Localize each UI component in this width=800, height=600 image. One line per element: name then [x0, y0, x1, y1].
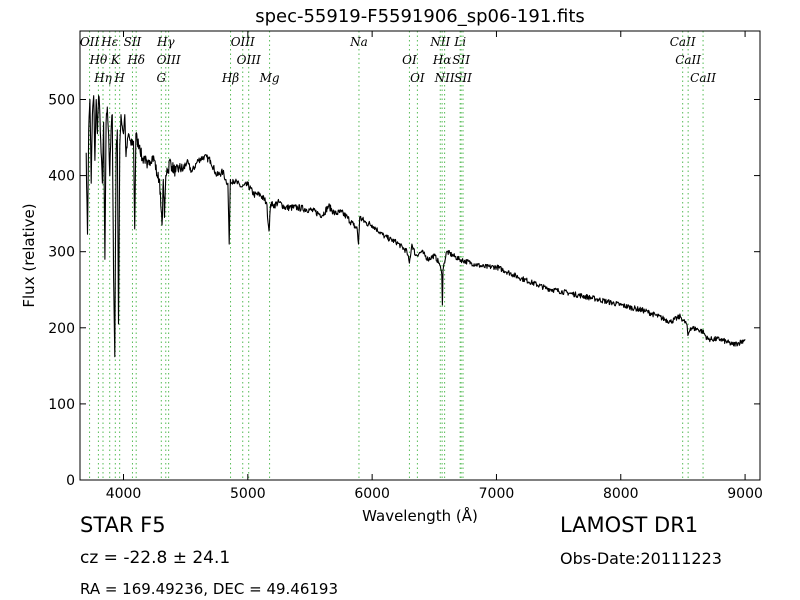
- y-tick-label-3: 300: [48, 245, 75, 261]
- chart-title: spec-55919-F5591906_sp06-191.fits: [255, 6, 585, 27]
- line-marker-label-14: Mg: [259, 71, 280, 85]
- line-marker-label-0: OII: [80, 35, 100, 49]
- line-marker-label-6: SII: [124, 35, 142, 49]
- line-marker-label-19: Hα: [432, 53, 452, 67]
- y-tick-label-4: 400: [48, 169, 75, 185]
- x-tick-label-4: 8000: [603, 486, 639, 502]
- line-marker-label-22: SII: [452, 53, 470, 67]
- plot-frame: [79, 30, 761, 481]
- x-tick-label-5: 9000: [727, 486, 763, 502]
- object-class-label: STAR F5: [80, 513, 166, 537]
- line-marker-label-9: Hγ: [156, 35, 175, 49]
- line-marker-label-12: OIII: [231, 35, 255, 49]
- line-marker-label-5: H: [113, 71, 125, 85]
- line-marker-label-25: CaII: [675, 53, 701, 67]
- line-marker-label-21: Li: [453, 35, 466, 49]
- line-marker-label-1: Hθ: [89, 53, 108, 67]
- line-marker-label-23: SII: [454, 71, 472, 85]
- line-marker-label-17: OI: [410, 71, 425, 85]
- x-tick-label-2: 6000: [354, 486, 390, 502]
- y-axis-label: Flux (relative): [20, 203, 38, 307]
- line-marker-label-24: CaII: [670, 35, 696, 49]
- line-marker-label-15: Na: [349, 35, 368, 49]
- x-tick-label-3: 7000: [479, 486, 515, 502]
- coordinates-label: RA = 169.49236, DEC = 49.46193: [80, 580, 339, 598]
- obs-date-label: Obs-Date:20111223: [560, 549, 722, 568]
- line-marker-label-7: Hδ: [126, 53, 145, 67]
- x-tick-label-1: 5000: [230, 486, 266, 502]
- line-marker-label-10: OIII: [157, 53, 181, 67]
- line-marker-label-18: NII: [429, 35, 450, 49]
- line-marker-label-2: Hη: [93, 71, 112, 85]
- line-marker-label-20: NII: [434, 71, 455, 85]
- line-marker-label-13: OIII: [237, 53, 261, 67]
- spectrum-line: [85, 95, 746, 358]
- y-tick-label-0: 0: [66, 473, 75, 489]
- y-tick-label-2: 200: [48, 321, 75, 337]
- line-marker-label-3: Hε: [100, 35, 118, 49]
- line-marker-label-4: K: [110, 53, 121, 67]
- survey-label: LAMOST DR1: [560, 513, 699, 537]
- x-axis-label: Wavelength (Å): [362, 506, 478, 525]
- x-tick-label-0: 4000: [106, 486, 142, 502]
- line-marker-label-11: Hβ: [221, 71, 239, 85]
- redshift-label: cz = -22.8 ± 24.1: [80, 548, 231, 568]
- line-marker-label-8: G: [157, 71, 167, 85]
- line-marker-label-26: CaII: [690, 71, 716, 85]
- y-tick-label-5: 500: [48, 92, 75, 108]
- line-marker-label-16: OI: [402, 53, 417, 67]
- y-tick-label-1: 100: [48, 397, 75, 413]
